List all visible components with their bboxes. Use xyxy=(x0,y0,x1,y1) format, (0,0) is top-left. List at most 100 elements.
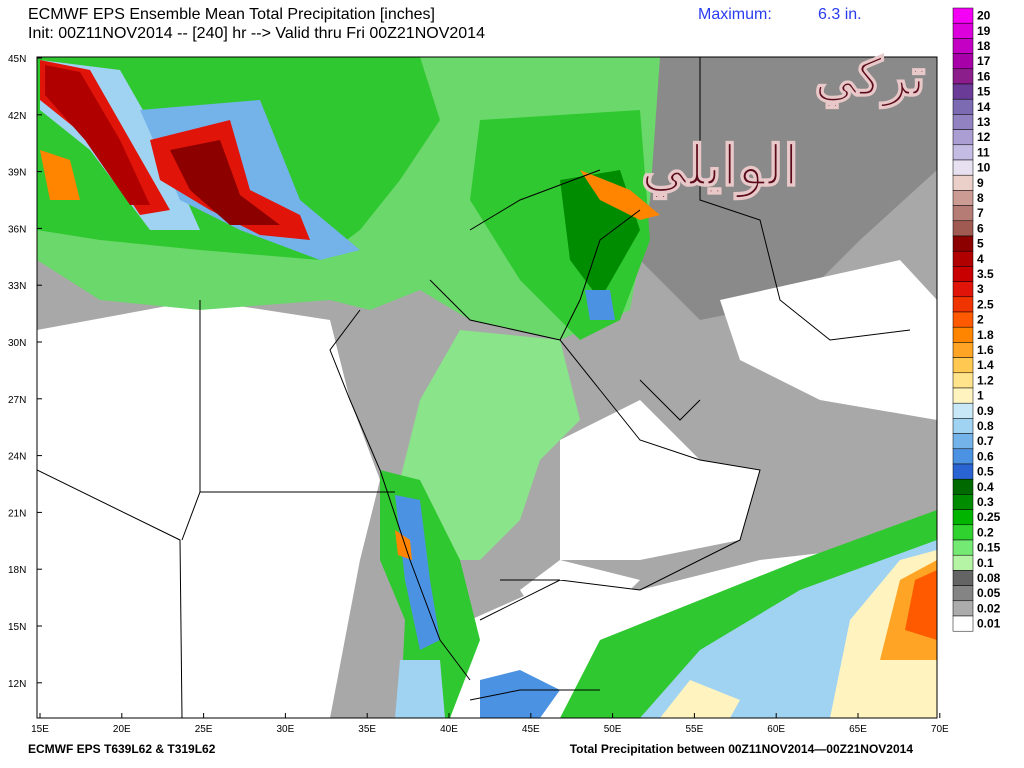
lat-label: 24N xyxy=(8,452,26,463)
colorbar-label: 0.08 xyxy=(977,571,1001,585)
title: ECMWF EPS Ensemble Mean Total Precipitat… xyxy=(28,6,435,23)
colorbar-label: 0.5 xyxy=(977,465,994,479)
lon-label: 60E xyxy=(767,724,785,735)
colorbar-swatch xyxy=(952,190,974,206)
colorbar-swatch xyxy=(952,296,974,313)
colorbar-label: 1.6 xyxy=(977,343,994,357)
colorbar-swatch xyxy=(952,250,974,267)
colorbar-label: 16 xyxy=(977,69,991,83)
lon-label: 50E xyxy=(604,724,622,735)
lon-label: 40E xyxy=(440,724,458,735)
colorbar-label: 1.2 xyxy=(977,373,994,387)
lat-label: 21N xyxy=(8,508,26,519)
lat-label: 12N xyxy=(8,679,26,690)
lon-label: 45E xyxy=(522,724,540,735)
lat-label: 42N xyxy=(8,111,26,122)
colorbar-swatch xyxy=(952,159,974,176)
lon-label: 30E xyxy=(277,724,295,735)
colorbar-swatch xyxy=(952,220,974,237)
lat-label: 33N xyxy=(8,281,26,292)
colorbar-label: 4 xyxy=(977,252,984,266)
colorbar-swatch xyxy=(952,372,974,389)
colorbar-swatch xyxy=(952,357,974,374)
colorbar-label: 3.5 xyxy=(977,267,994,281)
colorbar-label: 7 xyxy=(977,206,984,220)
colorbar-swatch xyxy=(952,615,974,632)
lat-label: 18N xyxy=(8,565,26,576)
colorbar-swatch xyxy=(952,478,974,495)
map-frame xyxy=(36,56,938,719)
colorbar-label: 6 xyxy=(977,221,984,235)
colorbar-label: 12 xyxy=(977,130,991,144)
colorbar-swatch xyxy=(952,311,974,328)
colorbar-label: 19 xyxy=(977,24,991,38)
lat-label: 36N xyxy=(8,224,26,235)
watermark: الوايلي xyxy=(641,134,799,200)
colorbar-label: 0.2 xyxy=(977,525,994,539)
colorbar-swatch xyxy=(952,83,974,100)
colorbar-swatch xyxy=(952,38,974,54)
colorbar-swatch xyxy=(952,326,974,343)
colorbar-swatch xyxy=(952,600,974,617)
lon-label: 20E xyxy=(113,724,131,735)
colorbar-swatch xyxy=(952,509,974,526)
colorbar-label: 0.6 xyxy=(977,449,994,463)
colorbar-label: 20 xyxy=(977,9,991,23)
colorbar-swatch xyxy=(952,22,974,39)
colorbar-swatch xyxy=(952,402,974,419)
colorbar-swatch xyxy=(952,539,974,556)
colorbar-label: 8 xyxy=(977,191,984,205)
colorbar-swatch xyxy=(952,585,974,602)
footer-model: ECMWF EPS T639L62 & T319L62 xyxy=(28,742,216,756)
colorbar-swatch xyxy=(952,433,974,450)
colorbar-swatch xyxy=(952,570,974,586)
colorbar-swatch xyxy=(952,266,974,282)
colorbar-swatch xyxy=(952,144,974,161)
colorbar-label: 2 xyxy=(977,313,984,327)
colorbar-label: 10 xyxy=(977,161,991,175)
lon-label: 25E xyxy=(195,724,213,735)
colorbar-swatch xyxy=(952,68,974,85)
colorbar-label: 0.7 xyxy=(977,434,994,448)
colorbar-label: 0.02 xyxy=(977,601,1001,615)
maximum-value: 6.3 in. xyxy=(818,6,862,23)
lon-label: 70E xyxy=(931,724,949,735)
colorbar-swatch xyxy=(952,463,974,480)
colorbar-swatch xyxy=(952,53,974,70)
colorbar-label: 1.8 xyxy=(977,328,994,342)
lat-label: 39N xyxy=(8,168,26,179)
colorbar-label: 18 xyxy=(977,39,991,53)
colorbar-swatch xyxy=(952,418,974,434)
init-line: Init: 00Z11NOV2014 -- [240] hr --> Valid… xyxy=(28,25,485,42)
colorbar-label: 5 xyxy=(977,237,984,251)
colorbar-label: 0.25 xyxy=(977,510,1001,524)
watermark: تركي xyxy=(814,49,925,109)
colorbar-label: 0.3 xyxy=(977,495,994,509)
colorbar-swatch xyxy=(952,114,974,130)
colorbar-label: 13 xyxy=(977,115,991,129)
colorbar-swatch xyxy=(952,281,974,298)
colorbar-label: 0.8 xyxy=(977,419,994,433)
colorbar-swatch xyxy=(952,554,974,571)
lon-label: 35E xyxy=(358,724,376,735)
colorbar-label: 17 xyxy=(977,54,991,68)
lon-label: 15E xyxy=(31,724,49,735)
lat-label: 27N xyxy=(8,395,26,406)
colorbar-label: 1.4 xyxy=(977,358,994,372)
lat-label: 15N xyxy=(8,622,26,633)
lon-label: 65E xyxy=(849,724,867,735)
colorbar-label: 9 xyxy=(977,176,984,190)
colorbar-label: 0.15 xyxy=(977,541,1001,555)
colorbar-swatch xyxy=(952,524,974,541)
colorbar-label: 3 xyxy=(977,282,984,296)
colorbar-swatch xyxy=(952,448,974,465)
colorbar-swatch xyxy=(952,7,974,24)
colorbar-swatch xyxy=(952,235,974,252)
colorbar-swatch xyxy=(952,98,974,115)
precip-map xyxy=(37,57,937,718)
colorbar-label: 0.1 xyxy=(977,556,994,570)
lat-label: 30N xyxy=(8,338,26,349)
colorbar-swatch xyxy=(952,342,974,358)
colorbar-label: 14 xyxy=(977,100,991,114)
